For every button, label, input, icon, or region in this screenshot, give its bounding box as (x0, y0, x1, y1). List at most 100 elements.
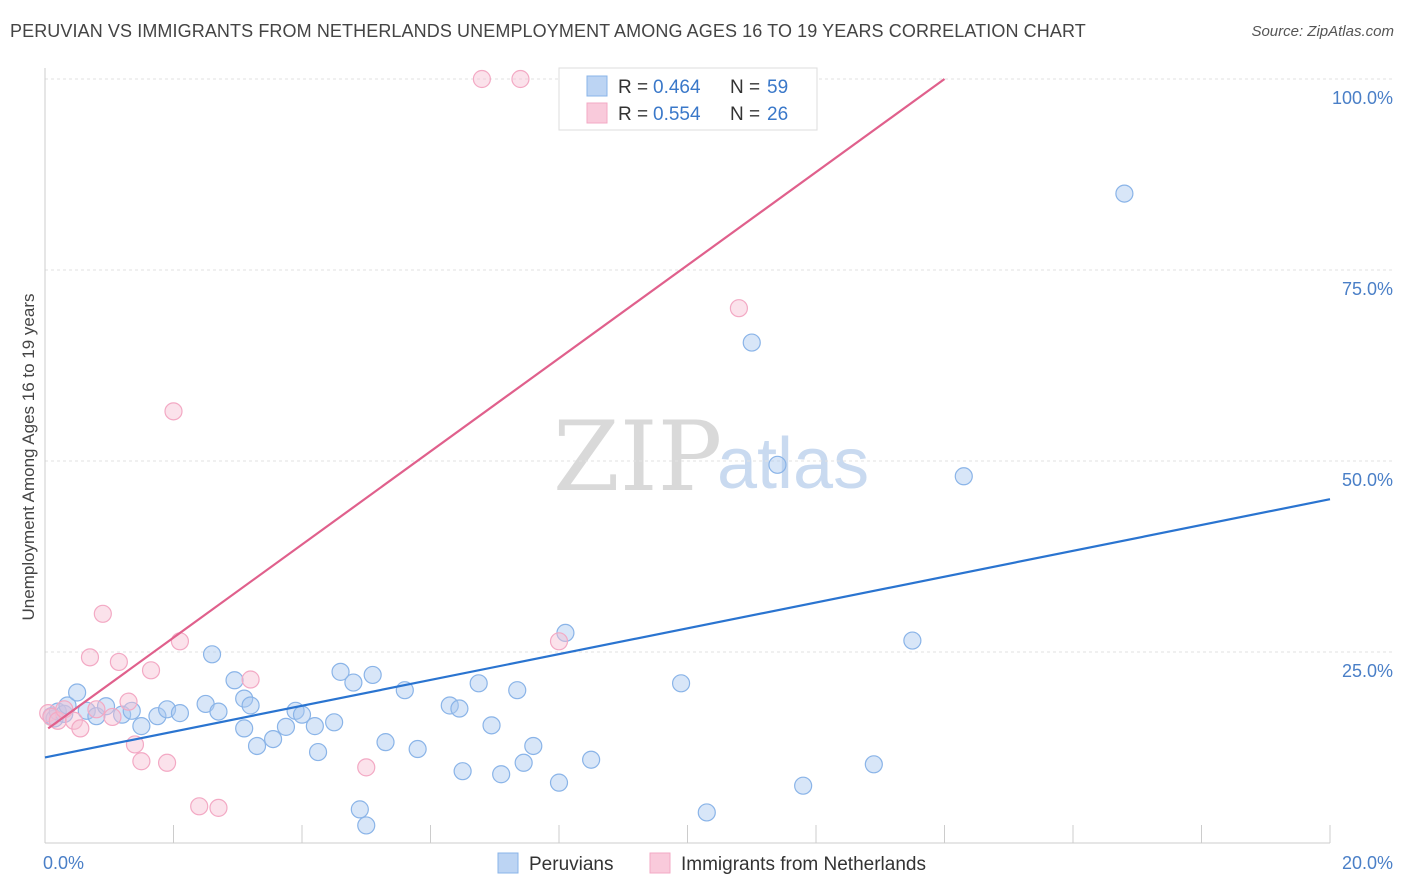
legend-r-value-1: 0.464 (653, 77, 701, 98)
peruvians-point (87, 707, 106, 726)
netherlands-point (209, 798, 228, 817)
peruvians-point (482, 716, 501, 735)
peruvians-point (903, 631, 922, 650)
y-tick-50: 50.0% (1342, 470, 1393, 490)
source-label: Source: ZipAtlas.com (1251, 23, 1394, 40)
peruvians-point (331, 662, 350, 681)
peruvians-point (148, 707, 167, 726)
legend-swatch-netherlands (586, 102, 608, 124)
peruvians-point (954, 467, 973, 486)
peruvians-point (305, 717, 324, 736)
peruvians-point (170, 704, 190, 723)
peruvians-point (508, 681, 527, 700)
peruvians-point (202, 645, 222, 664)
x-tick-min: 0.0% (43, 853, 84, 873)
netherlands-point (93, 604, 112, 623)
netherlands-point (357, 758, 376, 777)
peruvians-point (276, 717, 296, 736)
netherlands-point (109, 652, 128, 672)
peruvians-point (1115, 184, 1134, 203)
netherlands-point (119, 692, 138, 711)
peruvians-point (514, 753, 533, 772)
netherlands-point (472, 69, 491, 89)
legend-r-label-2: R = (618, 104, 648, 125)
peruvians-point (742, 333, 761, 352)
peruvians-point (408, 739, 427, 759)
axes (44, 68, 1331, 844)
peruvians-point (308, 742, 328, 762)
y-axis-label: Unemployment Among Ages 16 to 19 years (19, 294, 38, 621)
chart-title: PERUVIAN VS IMMIGRANTS FROM NETHERLANDS … (10, 21, 1086, 41)
stats-legend: R = 0.464 N = 59 R = 0.554 N = 26 (558, 67, 818, 131)
legend-r-value-2: 0.554 (653, 104, 701, 125)
series-peruvians (42, 184, 1134, 835)
netherlands-point (511, 69, 530, 89)
peruvians-point (582, 750, 601, 769)
bottom-legend-swatch-netherlands (649, 852, 671, 874)
peruvians-point (344, 673, 363, 692)
peruvians-point (235, 689, 254, 708)
netherlands-point (141, 661, 161, 680)
netherlands-point (80, 648, 100, 667)
peruvians-point (350, 800, 369, 819)
netherlands-point (729, 299, 749, 318)
y-tick-75: 75.0% (1342, 279, 1393, 299)
peruvians-point (469, 674, 488, 693)
peruvians-point (697, 803, 716, 822)
netherlands-point (164, 402, 183, 421)
netherlands-point (87, 700, 106, 719)
peruvians-point (794, 776, 813, 795)
peruvians-point (68, 683, 87, 702)
peruvians-point (247, 736, 267, 756)
peruvians-point (263, 729, 283, 749)
legend-n-label-2: N = (730, 104, 760, 125)
peruvians-point (225, 671, 244, 690)
netherlands-trend-line (47, 78, 946, 730)
watermark-zip: ZIP (553, 401, 722, 513)
bottom-legend-swatch-peruvians (497, 852, 519, 874)
netherlands-point (132, 752, 151, 771)
series-legend: Peruvians Immigrants from Netherlands (497, 852, 926, 875)
series-netherlands (39, 69, 749, 817)
peruvians-point (241, 696, 260, 715)
netherlands-point (190, 797, 209, 816)
y-tick-100: 100.0% (1332, 88, 1393, 108)
legend-n-label-1: N = (730, 77, 760, 98)
legend-n-value-2: 26 (767, 104, 788, 125)
peruvians-point (671, 674, 691, 693)
netherlands-point (71, 719, 90, 738)
netherlands-point (64, 711, 84, 730)
legend-n-value-1: 59 (767, 77, 788, 98)
peruvians-point (450, 699, 469, 718)
bottom-legend-label-netherlands: Immigrants from Netherlands (681, 854, 926, 875)
netherlands-point (549, 632, 569, 651)
watermark-atlas: atlas (717, 424, 869, 504)
netherlands-point (241, 670, 260, 689)
peruvians-point (524, 736, 543, 756)
peruvians-point (376, 733, 395, 752)
peruvians-point (492, 765, 511, 784)
peruvians-point (132, 717, 151, 736)
peruvians-point (325, 713, 344, 732)
y-tick-labels: 25.0% 50.0% 75.0% 100.0% (1332, 88, 1393, 681)
bottom-legend-label-peruvians: Peruvians (529, 854, 614, 875)
netherlands-point (103, 707, 122, 727)
grid-lines (45, 78, 1395, 653)
peruvians-point (768, 455, 787, 474)
peruvians-point (77, 701, 96, 720)
x-tick-max: 20.0% (1342, 853, 1393, 873)
peruvians-point (363, 665, 382, 685)
netherlands-point (157, 753, 177, 772)
peruvians-point (549, 773, 569, 792)
peruvians-point (357, 816, 376, 835)
trend-lines (44, 78, 1331, 759)
netherlands-point (170, 632, 190, 651)
peruvians-point (209, 702, 228, 721)
peruvians-trend-line (44, 498, 1331, 759)
peruvians-point (235, 719, 254, 738)
peruvians-point (453, 762, 472, 781)
peruvians-point (864, 755, 883, 774)
legend-r-label-1: R = (618, 77, 648, 98)
y-tick-25: 25.0% (1342, 661, 1393, 681)
